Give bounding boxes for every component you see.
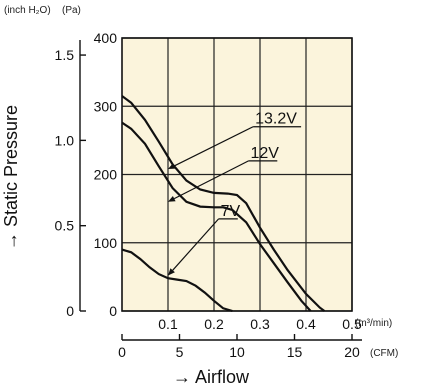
x-secondary-tick-label-3: 15 [287, 344, 303, 360]
y-secondary-tick-label-2: 1.0 [55, 132, 75, 148]
series-group [121, 95, 326, 313]
y-primary-unit: (Pa) [62, 5, 81, 16]
x-secondary-tick-label-0: 0 [118, 344, 126, 360]
y-axis-title: → Static Pressure [1, 105, 21, 250]
y-secondary-tick-label-0: 0 [66, 303, 74, 319]
annotation-group: 13.2V 12V 7V [168, 111, 302, 276]
x-primary-tick-label-3: 0.4 [296, 316, 316, 332]
y-secondary-tick-label-1: 0.5 [55, 218, 75, 234]
y-primary-tick-label-0: 0 [109, 303, 117, 319]
annotation-leader-2 [172, 218, 220, 271]
y-primary-tick-label-3: 300 [94, 98, 118, 114]
x-primary-unit: (m³/min) [355, 318, 392, 329]
axis-group: 0 0.5 1.0 1.5 0 100 200 300 400 0.1 0.2 0.3 0.4 0.5 0 5… [55, 30, 362, 360]
x-secondary-tick-label-2: 10 [229, 344, 245, 360]
plot-frame [121, 37, 353, 312]
x-secondary-unit: (CFM) [370, 348, 398, 359]
x-axis-title: → Airflow [173, 367, 250, 387]
annotation-label-2: 7V [221, 203, 241, 220]
y-secondary-tick-label-3: 1.5 [55, 47, 75, 63]
y-primary-tick-label-2: 200 [94, 167, 118, 183]
series-line-12v [121, 121, 312, 312]
annotation-leader-1 [173, 160, 249, 200]
y-primary-tick-label-4: 400 [94, 30, 118, 46]
x-secondary-tick-label-4: 20 [344, 344, 360, 360]
annotation-label-1: 12V [251, 145, 280, 162]
y-secondary-unit: (inch H₂O) [4, 5, 51, 16]
series-line-7v [121, 248, 233, 313]
x-primary-tick-label-4: 0.5 [342, 316, 362, 332]
x-primary-tick-label-1: 0.2 [204, 316, 224, 332]
x-secondary-tick-label-1: 5 [176, 344, 184, 360]
y-primary-tick-label-1: 100 [94, 235, 118, 251]
annotation-leader-0 [174, 126, 254, 167]
series-line-13-2v [121, 95, 326, 312]
annotation-arrowhead-0 [168, 163, 176, 170]
x-primary-tick-label-2: 0.3 [250, 316, 270, 332]
x-primary-tick-label-0: 0.1 [158, 316, 178, 332]
annotation-label-0: 13.2V [255, 111, 297, 128]
annotation-arrowhead-1 [168, 195, 176, 202]
annotation-arrowhead-2 [168, 268, 175, 276]
